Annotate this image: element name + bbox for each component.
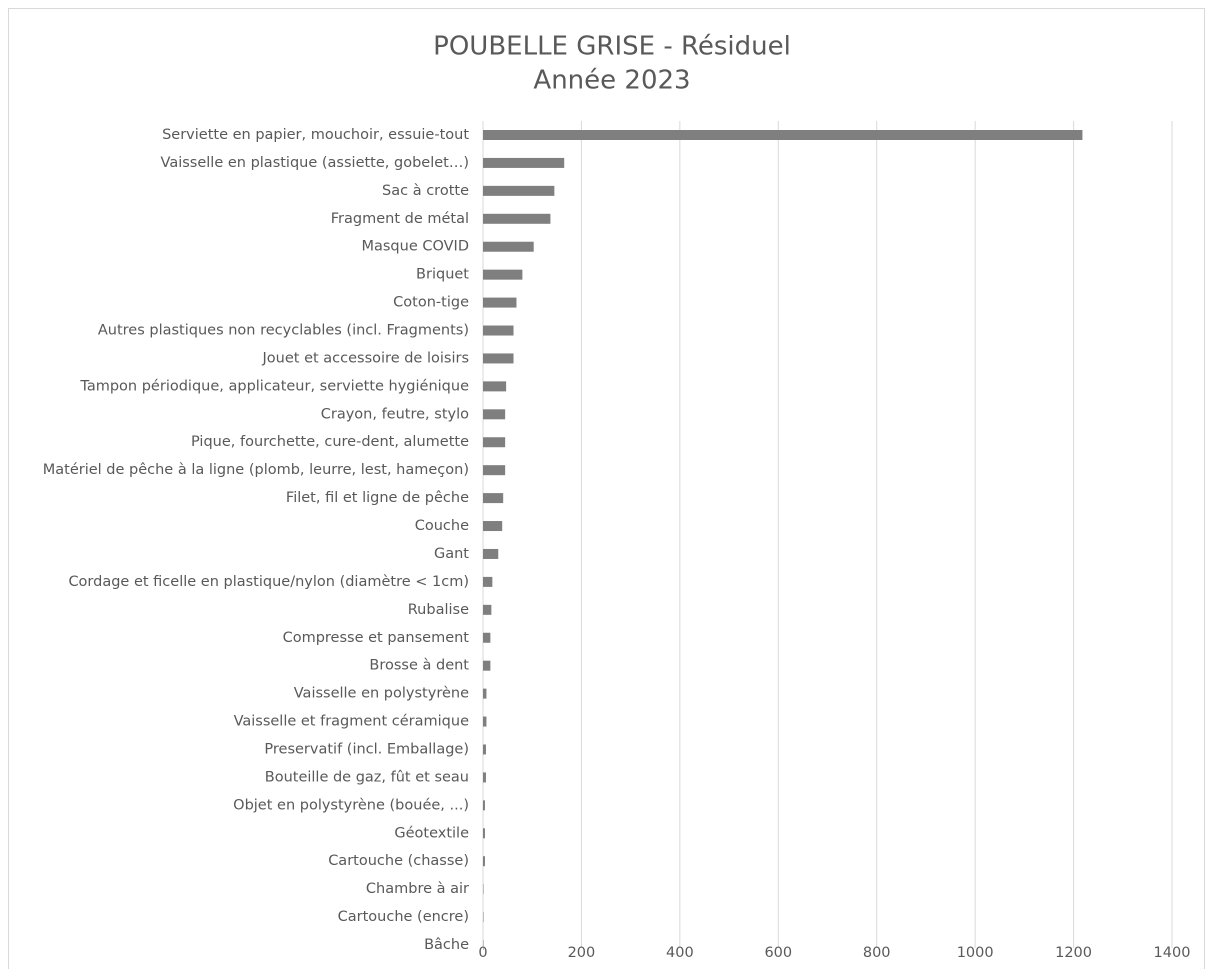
y-tick-label: Fragment de métal: [331, 211, 469, 227]
x-tick-label: 400: [666, 945, 694, 961]
y-tick-label: Bouteille de gaz, fût et seau: [265, 769, 469, 785]
bar: [483, 828, 485, 838]
bar: [483, 381, 506, 391]
bar: [483, 326, 514, 336]
y-tick-label: Gant: [434, 546, 469, 562]
y-tick-label: Cartouche (chasse): [328, 853, 469, 869]
bar: [483, 409, 505, 419]
x-tick-label: 1200: [1055, 945, 1092, 961]
bar: [483, 605, 491, 615]
bar: [483, 242, 534, 252]
bar: [483, 577, 492, 587]
y-tick-label: Briquet: [416, 267, 469, 283]
y-tick-label: Filet, fil et ligne de pêche: [286, 490, 469, 506]
y-tick-label: Compresse et pansement: [283, 630, 470, 646]
bar: [483, 856, 485, 866]
chart-title: POUBELLE GRISE - Résiduel: [433, 32, 791, 62]
bar: [483, 521, 502, 531]
bar: [483, 633, 490, 643]
y-tick-label: Preservatif (incl. Emballage): [264, 741, 469, 757]
y-tick-label: Vaisselle en plastique (assiette, gobele…: [161, 155, 469, 171]
y-tick-label: Couche: [415, 518, 469, 534]
bar: [483, 353, 514, 363]
bar: [483, 298, 516, 308]
x-tick-label: 1400: [1154, 945, 1191, 961]
bar: [483, 493, 503, 503]
bar: [483, 270, 522, 280]
bar: [483, 800, 485, 810]
bar: [483, 465, 505, 475]
y-tick-label: Masque COVID: [361, 239, 469, 255]
y-tick-label: Rubalise: [408, 602, 469, 618]
x-tick-label: 800: [863, 945, 891, 961]
y-tick-label: Vaisselle et fragment céramique: [234, 714, 470, 730]
bar: [483, 772, 486, 782]
bar: [483, 130, 1082, 140]
bar: [483, 661, 490, 671]
y-tick-label: Crayon, feutre, stylo: [321, 406, 469, 422]
y-tick-label: Autres plastiques non recyclables (incl.…: [98, 323, 469, 339]
x-tick-label: 600: [764, 945, 792, 961]
x-tick-label: 200: [568, 945, 596, 961]
bar: [483, 158, 564, 168]
y-tick-label: Matériel de pêche à la ligne (plomb, leu…: [43, 462, 469, 478]
y-tick-label: Bâche: [424, 937, 469, 953]
y-tick-label: Cartouche (encre): [338, 909, 469, 925]
y-tick-label: Objet en polystyrène (bouée, ...): [233, 797, 469, 813]
chart-title: Année 2023: [533, 66, 690, 96]
y-tick-label: Brosse à dent: [369, 658, 469, 674]
y-tick-label: Cordage et ficelle en plastique/nylon (d…: [68, 574, 469, 590]
bar: [483, 437, 505, 447]
bar: [483, 214, 550, 224]
y-tick-label: Serviette en papier, mouchoir, essuie-to…: [162, 127, 469, 143]
y-tick-label: Sac à crotte: [382, 183, 469, 199]
y-tick-label: Géotextile: [394, 825, 469, 841]
y-tick-label: Jouet et accessoire de loisirs: [262, 350, 469, 366]
bar: [483, 717, 486, 727]
chart-border: [9, 9, 1205, 970]
bar: [483, 689, 486, 699]
bar: [483, 186, 554, 196]
y-tick-label: Vaisselle en polystyrène: [294, 686, 469, 702]
bar: [483, 549, 498, 559]
bar: [483, 744, 486, 754]
y-tick-label: Tampon périodique, applicateur, serviett…: [79, 378, 469, 394]
y-tick-label: Pique, fourchette, cure-dent, alumette: [191, 434, 469, 450]
y-tick-label: Coton-tige: [393, 295, 469, 311]
y-tick-label: Chambre à air: [366, 881, 469, 897]
x-tick-label: 1000: [957, 945, 994, 961]
